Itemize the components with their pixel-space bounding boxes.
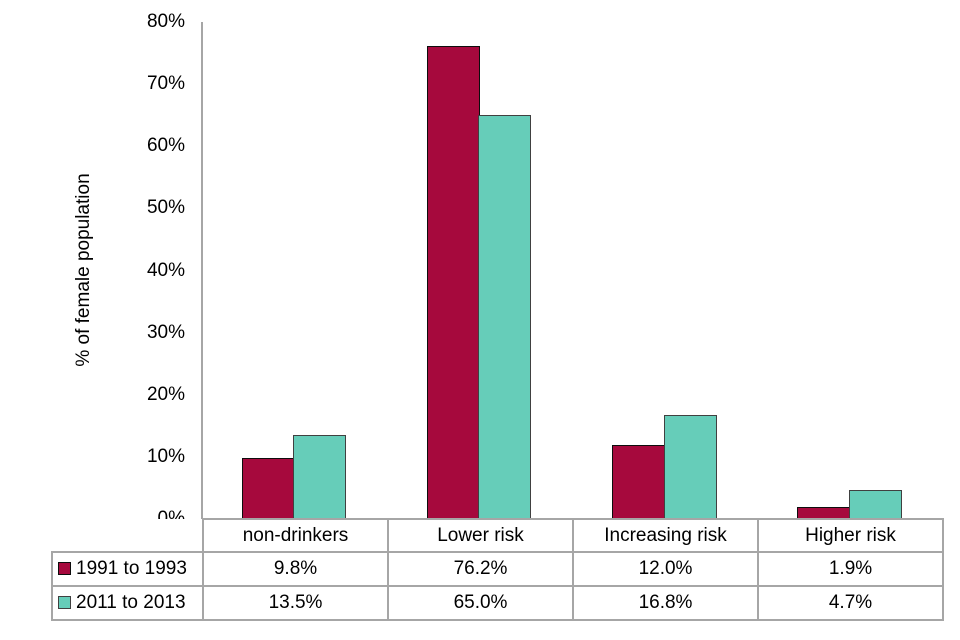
y-tick-label: 10% bbox=[146, 445, 185, 467]
legend-label: 2011 to 2013 bbox=[76, 592, 186, 613]
legend-swatch-2011-to-2013 bbox=[58, 596, 71, 609]
bar-2011-to-2013-non-drinkers bbox=[293, 435, 347, 519]
y-tick-label: 30% bbox=[146, 321, 185, 343]
legend-swatch-1991-to-1993 bbox=[58, 562, 71, 575]
bar-1991-to-1993-non-drinkers bbox=[241, 458, 295, 519]
y-axis-title: % of female population bbox=[73, 173, 94, 367]
y-tick-label: 20% bbox=[146, 383, 185, 405]
y-tick-label: 70% bbox=[146, 73, 185, 95]
bar-2011-to-2013-increasing-risk bbox=[663, 414, 717, 519]
table-row-2011-to-2013: 2011 to 2013 13.5% 65.0% 16.8% 4.7% bbox=[51, 585, 944, 621]
bar-2011-to-2013-higher-risk bbox=[848, 489, 902, 519]
legend-cell-2011-to-2013: 2011 to 2013 bbox=[51, 585, 204, 621]
table-row-1991-to-1993: 1991 to 1993 9.8% 76.2% 12.0% 1.9% bbox=[51, 551, 944, 587]
y-tick-label: 80% bbox=[146, 11, 185, 32]
y-tick-label: 60% bbox=[146, 135, 185, 157]
data-table: non-drinkers Lower risk Increasing risk Hig… bbox=[51, 518, 944, 621]
value-cell-1991-to-1993-non-drinkers: 9.8% bbox=[202, 551, 389, 587]
bar-1991-to-1993-increasing-risk bbox=[612, 444, 666, 519]
plot-area bbox=[202, 22, 943, 519]
category-header-increasing-risk: Increasing risk bbox=[572, 518, 759, 553]
legend-label: 1991 to 1993 bbox=[76, 558, 187, 579]
category-header-lower-risk: Lower risk bbox=[387, 518, 574, 553]
value-cell-1991-to-1993-increasing-risk: 12.0% bbox=[572, 551, 759, 587]
y-tick-label: 40% bbox=[146, 259, 185, 281]
value-cell-2011-to-2013-lower-risk: 65.0% bbox=[387, 585, 574, 621]
bar-2011-to-2013-lower-risk bbox=[478, 115, 532, 519]
y-axis-line bbox=[201, 22, 203, 519]
value-cell-2011-to-2013-non-drinkers: 13.5% bbox=[202, 585, 389, 621]
category-header-higher-risk: Higher risk bbox=[757, 518, 944, 553]
category-header-non-drinkers: non-drinkers bbox=[202, 518, 389, 553]
table-corner bbox=[52, 519, 203, 552]
legend-cell-1991-to-1993: 1991 to 1993 bbox=[51, 551, 204, 587]
y-tick-label: 50% bbox=[146, 197, 185, 219]
bar-1991-to-1993-lower-risk bbox=[426, 45, 480, 519]
value-cell-1991-to-1993-higher-risk: 1.9% bbox=[757, 551, 944, 587]
value-cell-2011-to-2013-higher-risk: 4.7% bbox=[757, 585, 944, 621]
value-cell-2011-to-2013-increasing-risk: 16.8% bbox=[572, 585, 759, 621]
value-cell-1991-to-1993-lower-risk: 76.2% bbox=[387, 551, 574, 587]
